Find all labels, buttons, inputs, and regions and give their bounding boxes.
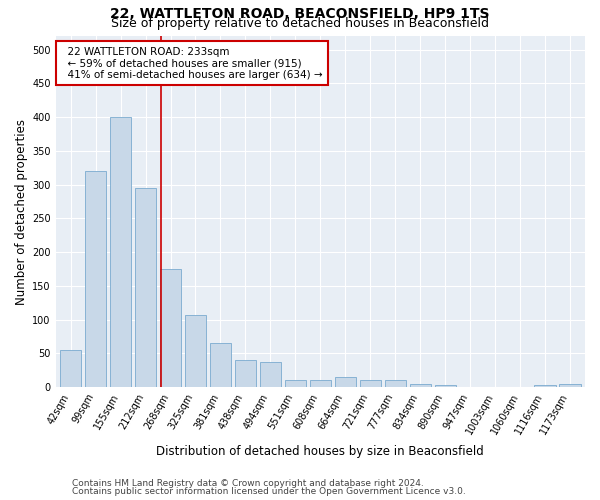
Bar: [285, 380, 306, 387]
Bar: [160, 269, 181, 387]
Bar: [235, 360, 256, 387]
Bar: [260, 362, 281, 387]
Bar: [60, 350, 81, 387]
Bar: [535, 385, 556, 387]
Text: Size of property relative to detached houses in Beaconsfield: Size of property relative to detached ho…: [111, 18, 489, 30]
Bar: [359, 380, 381, 387]
Bar: [110, 117, 131, 387]
Bar: [410, 384, 431, 387]
X-axis label: Distribution of detached houses by size in Beaconsfield: Distribution of detached houses by size …: [157, 444, 484, 458]
Text: Contains public sector information licensed under the Open Government Licence v3: Contains public sector information licen…: [72, 487, 466, 496]
Text: Contains HM Land Registry data © Crown copyright and database right 2024.: Contains HM Land Registry data © Crown c…: [72, 478, 424, 488]
Bar: [135, 188, 156, 387]
Y-axis label: Number of detached properties: Number of detached properties: [15, 118, 28, 304]
Bar: [85, 171, 106, 387]
Bar: [385, 380, 406, 387]
Bar: [310, 380, 331, 387]
Text: 22, WATTLETON ROAD, BEACONSFIELD, HP9 1TS: 22, WATTLETON ROAD, BEACONSFIELD, HP9 1T…: [110, 8, 490, 22]
Text: 22 WATTLETON ROAD: 233sqm
  ← 59% of detached houses are smaller (915)
  41% of : 22 WATTLETON ROAD: 233sqm ← 59% of detac…: [61, 46, 323, 80]
Bar: [559, 384, 581, 387]
Bar: [210, 343, 231, 387]
Bar: [335, 377, 356, 387]
Bar: [434, 385, 456, 387]
Bar: [185, 315, 206, 387]
